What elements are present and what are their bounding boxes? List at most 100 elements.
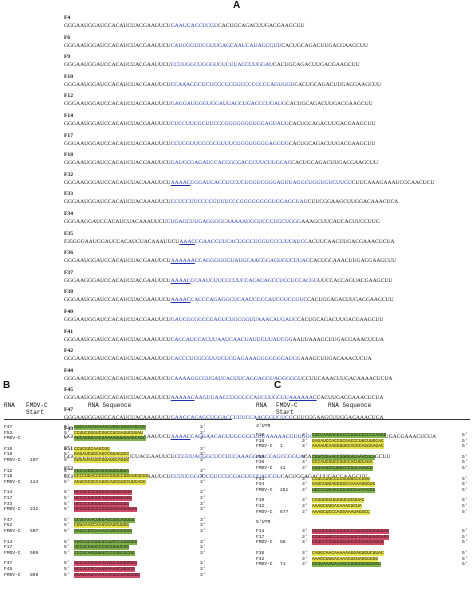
selected-segment: GAAGCACAGCUGGACCUUUCCAAGGGUGUCG — [170, 414, 293, 421]
constant-segment: GGGAAUGGAUCCACAUCUACAAAUUCU — [64, 199, 171, 206]
sequence-entry: F35 F35GGGAAUGGAUCCACAUCUACAAAUUCUAAACCGA… — [64, 230, 468, 250]
strand-end-label: 3' — [302, 498, 308, 504]
rna-sequence: CGGAAGCCUUGCCCGUCAAUGG — [312, 466, 373, 471]
rna-name: F47 — [4, 517, 13, 523]
rna-sequence: GCCAUCGUCCGUCCACUGCAGA — [312, 460, 373, 466]
sequence-entry: F36 GGGAAUGGAUCCACAUCUACGAAUUCUAAAAAACCAG… — [64, 249, 468, 269]
rna-sequence: UCCUCCCCGGGGGAUGGAGUA — [74, 490, 132, 496]
strand-end-label: 3' — [302, 504, 308, 509]
panel-c: C RNA FMDV-C Start RNA Sequence 3'UTR F10… — [240, 380, 474, 606]
strand-end-label: 3' — [200, 501, 206, 507]
underlined-segment: AAAAC — [170, 297, 191, 304]
rna-name: F14 — [4, 490, 13, 496]
strand-end-label: 5' — [64, 507, 70, 513]
constant-segment: GGGAAUGGAUCCACAUCUACAAAUUCU — [64, 356, 171, 363]
rna-name: F42 — [256, 504, 265, 509]
sequence-name: F6 — [64, 34, 71, 41]
sequence-name: F35 — [64, 230, 74, 237]
constant-segment: CACUGCAGACUUGACGAAGCUU — [273, 62, 360, 69]
strand-end-label: 3' — [200, 539, 206, 545]
sequence-text: GGGAAUGGAUCCACAUCUACAAAUUCUCACCCUCGCGUUU… — [64, 355, 468, 363]
rna-sequence: AAAAUCAAGGUUGCACGCAGGGAGAC — [312, 444, 384, 450]
underlined-segment: AAAAC — [170, 434, 191, 441]
strand-end-label: 3' — [200, 567, 206, 572]
strand-end-label: 3' — [302, 454, 308, 460]
panel-a: A F4 GGGAAUGGAUCCACAUCUACGAAUUCUGAAUUACCU… — [64, 0, 468, 480]
sequence-name: F34 — [64, 210, 74, 217]
strand-end-label: 5' — [462, 534, 468, 540]
rna-name: F47 — [4, 425, 13, 430]
constant-segment: CACUUGACGAAACUCUA — [316, 395, 384, 402]
constant-segment: GGGAAUGGAUCCACAUCUACGAAUUCU — [64, 297, 171, 304]
sequence-text: GGGAAGGGAUCCACAUCUACAAAUUCUAAAACCGGAUCAC… — [64, 179, 468, 187]
strand-end-label: 3' — [302, 562, 308, 568]
strand-end-label: 5' — [64, 458, 70, 463]
constant-segment: AAAGCUUCAUCACUUCCUUG — [301, 218, 380, 225]
fmdv-start-position: 58 — [280, 540, 286, 546]
rna-sequence: GCGGAAACUGUAGCUGCAUUGG — [74, 517, 135, 523]
selected-segment: CCAAUCU — [190, 277, 218, 284]
rna-name: F18 — [4, 474, 13, 480]
constant-segment: GGGAAGGGAUCCACAUCUACGAAUUCU — [64, 277, 171, 284]
sequence-text: GGGAAUGGAUCCACAUCUACAAAUUCUGAAGCACAGCUGG… — [64, 414, 468, 422]
rna-sequence: GUCCAACUAAAACUUGCGGGAAGCGG — [74, 425, 146, 430]
constant-segment: GGGAAGGAUCCACAUCUACAAAUUCU — [64, 218, 167, 225]
rna-sequence: CGCAAGGCGAGAUGGGUGGA — [74, 468, 130, 474]
sequence-entry: F47 GGGAAUGGAUCCACAUCUACAAAUUCUGAAGCACAGC… — [64, 406, 468, 426]
rna-sequence: UCCUCCUUCGCUUCCCGGGGGGGUGGAG — [312, 529, 390, 535]
strand-end-label: 5' — [462, 433, 468, 438]
fmdv-start-position: 1 — [280, 444, 283, 450]
constant-segment: CACUGCAGACUUGACGAAGCUU — [291, 160, 378, 167]
strand-end-label: 5' — [64, 468, 70, 474]
sequence-name: F17 — [64, 132, 74, 139]
rna-sequence: CCUUGGCUGGGUCUCUUAC — [312, 498, 365, 504]
utr-section-label: 3'UTR — [256, 424, 271, 429]
sequence-text: GGGAAUGGAUCCACAUCUACGAAUUCUCCAAACGCUCUCG… — [64, 81, 468, 89]
rna-sequence: GAGAUCCACCGCGACCCUUCUUGCAC — [312, 438, 384, 444]
strand-end-label: 5' — [462, 556, 468, 562]
strand-end-label: 3' — [302, 551, 308, 556]
strand-end-label: 5' — [64, 479, 70, 485]
rna-name: F10 — [4, 446, 13, 452]
sequence-name: F33 — [64, 191, 74, 198]
constant-segment: GGGAAUGGAUCCACAUCUACGAAUUCU — [64, 160, 171, 167]
fmdv-start-position: 232 — [30, 507, 39, 513]
sequence-name: F52 — [64, 465, 74, 472]
sequence-entry: F6 GGGAAUGGAUCCACAUCUACGAAUUCUCAUCGGUUCGU… — [64, 34, 468, 54]
rna-sequence: AAAGCUUGACAAACUCUA — [312, 504, 362, 509]
rna-name: F37 — [4, 561, 13, 567]
sequence-name: F44 — [64, 367, 74, 374]
constant-segment: CACUGCAGACUUGACGAAGCUU — [307, 297, 394, 304]
strand-end-label: 5' — [64, 496, 70, 501]
rna-name: F38 — [256, 460, 265, 466]
rna-name: F35 — [256, 454, 265, 460]
sequence-text: GGGAAUGGAUCCACAUCUACGAAUUCUGAUCCGAGAUCCA… — [64, 159, 468, 167]
sequence-name: F36 — [64, 250, 74, 257]
sequence-text: GGGAAUGGAUCCACAUCUACGAAUUCUCUCCUUCGCUUCC… — [64, 120, 468, 128]
strand-end-label: 5' — [462, 460, 468, 466]
constant-segment: CACUGCAGACUUGACGAAGCUU — [281, 42, 368, 49]
selected-segment: AAGUUAACCUGGCCCAUCUUGCUU — [194, 395, 289, 402]
fmdv-start-column-header: FMDV-C Start — [26, 402, 48, 416]
sequence-name: F42 — [64, 348, 74, 355]
rna-column-header: RNA — [256, 402, 267, 409]
rna-name: FMDV-C — [4, 572, 21, 578]
constant-segment: AAUUAAAGCUUGACGAAACUCUA — [292, 336, 384, 343]
strand-end-label: 3' — [302, 482, 308, 488]
strand-end-label: 5' — [64, 430, 70, 436]
rna-sequence: GAGAUCUGCAGCCGGACUCC — [74, 452, 130, 458]
constant-segment: GGGAAUGGAUCCACAUCUACAAAUUCU — [64, 375, 171, 382]
strand-end-label: 5' — [64, 567, 70, 572]
strand-end-label: 3' — [302, 460, 308, 466]
strand-end-label: 3' — [200, 446, 206, 452]
rna-name: FMDV-C — [256, 540, 273, 546]
panel-b: B RNA FMDV-C Start RNA Sequence F47 5' GUC… — [0, 380, 236, 606]
selected-segment: CCAAACGCUCUCGCGCGGCCCCCCCCAGUGGU — [170, 81, 295, 88]
rna-name: FMDV-C — [4, 529, 21, 534]
fmdv-start-position: 41 — [280, 466, 286, 471]
selected-segment: CCAGGGGGGUAUGCAAC — [194, 258, 262, 265]
rna-name: F12 — [4, 468, 13, 474]
strand-end-label: 3' — [200, 517, 206, 523]
underlined-segment: AAAC — [179, 238, 196, 245]
selected-segment: GAGGAUGGGUGGAUUAGCUGACCCUGAUG — [170, 101, 287, 108]
